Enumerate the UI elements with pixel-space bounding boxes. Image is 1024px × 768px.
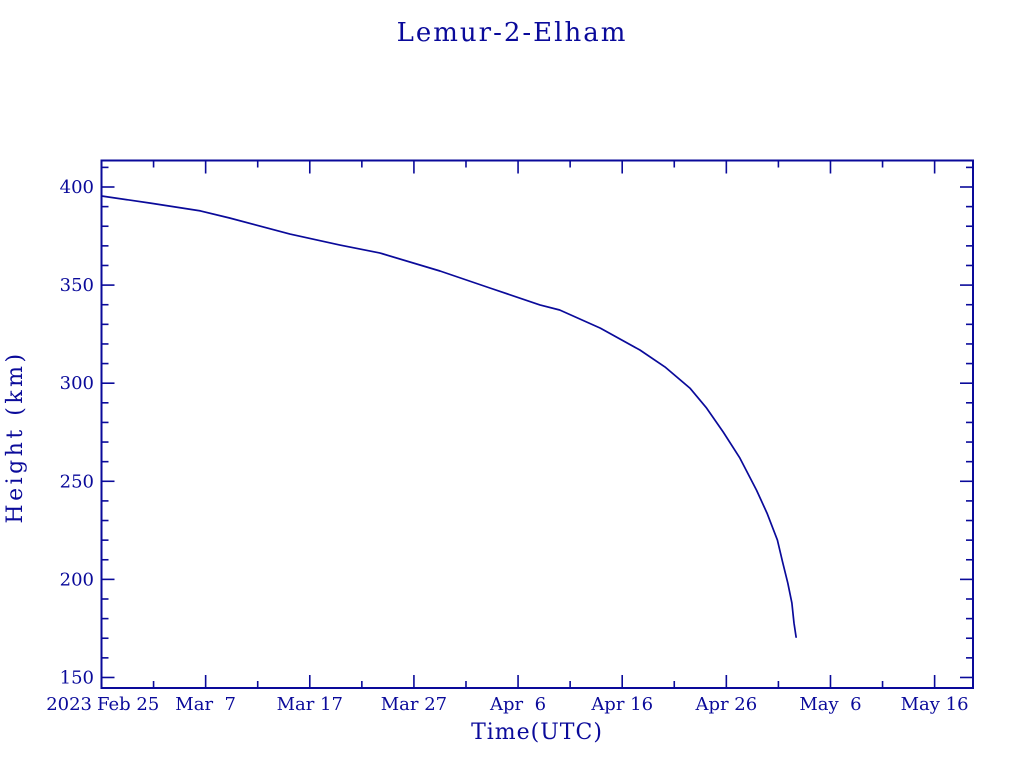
chart-title: Lemur-2-Elham: [397, 18, 628, 48]
x-tick-label: May 16: [901, 694, 969, 715]
x-tick-label: Apr 6: [489, 694, 546, 715]
x-tick-label: Apr 16: [590, 694, 653, 715]
y-axis-title: Height (km): [3, 350, 28, 523]
x-tick-label: Apr 26: [694, 694, 757, 715]
height-decay-curve: [100, 195, 797, 638]
y-tick-label: 300: [60, 373, 94, 394]
y-tick-label: 250: [60, 471, 94, 492]
x-tick-label: Feb 25: [97, 694, 159, 715]
plot-frame: [100, 159, 974, 689]
x-axis-title: Time(UTC): [471, 720, 603, 745]
y-tick-label: 200: [60, 569, 94, 590]
x-tick-label: Mar 17: [277, 694, 343, 715]
y-tick-label: 400: [60, 177, 94, 198]
y-tick-label: 350: [60, 275, 94, 296]
x-axis-year-label: 2023: [46, 694, 92, 715]
x-tick-label: Mar 7: [175, 694, 236, 715]
x-tick-label: May 6: [799, 694, 861, 715]
y-tick-label: 150: [60, 667, 94, 688]
x-tick-label: Mar 27: [381, 694, 447, 715]
